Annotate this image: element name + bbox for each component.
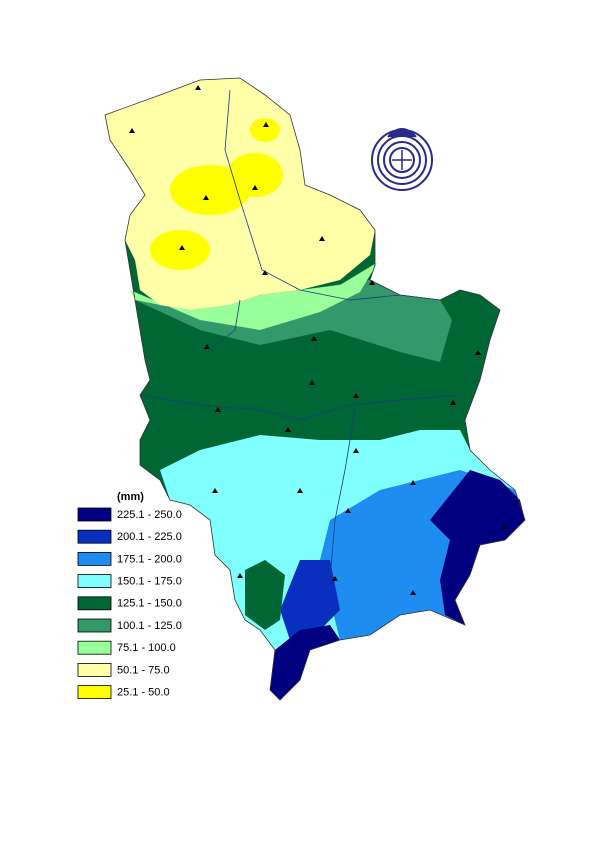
legend-swatch: [77, 529, 112, 544]
legend-swatch: [77, 507, 112, 522]
logo: [371, 128, 433, 191]
legend-label: 175.1 - 200.0: [117, 553, 182, 565]
zone: [430, 470, 525, 625]
legend-label: 150.1 - 175.0: [117, 576, 182, 588]
legend-unit: (mm): [117, 491, 144, 503]
legend-label: 50.1 - 75.0: [117, 664, 170, 676]
rivers: [139, 89, 461, 581]
legend-swatch: [77, 596, 112, 611]
legend-swatch: [77, 618, 112, 633]
legend-swatch: [77, 663, 112, 677]
legend-swatch: [77, 640, 112, 655]
legend-swatch: [77, 552, 112, 566]
zone: [135, 280, 452, 362]
precipitation-zones: [104, 77, 526, 701]
zone: [280, 560, 340, 640]
legend-label: 200.1 - 225.0: [117, 531, 182, 543]
legend-label: 25.1 - 50.0: [117, 687, 170, 699]
legend-label: 225.1 - 250.0: [117, 509, 182, 521]
country-border: [104, 77, 526, 701]
stations: [129, 85, 508, 595]
zone: [245, 560, 285, 630]
zone: [250, 118, 280, 142]
legend-swatch: [77, 574, 112, 588]
legend: (mm) 225.1 - 250.0 200.1 - 225.0 175.1 - 2…: [77, 491, 182, 699]
zone: [227, 153, 283, 197]
legend-label: 125.1 - 150.0: [117, 598, 182, 610]
legend-label: 75.1 - 100.0: [117, 642, 176, 654]
zone: [270, 625, 340, 700]
legend-label: 100.1 - 125.0: [117, 620, 182, 632]
legend-swatch: [77, 685, 112, 699]
zone: [130, 262, 378, 330]
